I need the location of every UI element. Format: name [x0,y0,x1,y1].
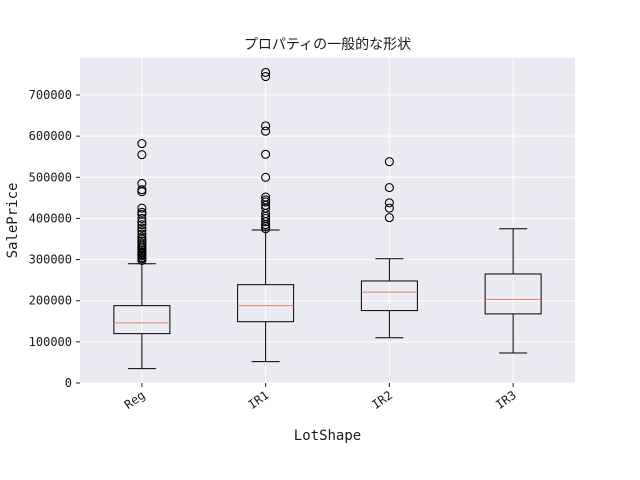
box-ir1 [237,67,295,363]
outlier-point [137,139,147,149]
outlier-point [384,213,394,223]
outlier-point [137,213,147,223]
outlier-point [137,207,147,217]
iqr-box [237,284,295,323]
outlier-point [261,121,271,131]
outlier-point [137,150,147,160]
x-tick-label: Reg [122,388,148,412]
y-tick-label: 300000 [29,253,72,267]
outlier-point [261,172,271,182]
boxes-layer [113,67,542,370]
outlier-point [261,149,271,159]
chart-title: プロパティの一般的な形状 [244,37,411,53]
y-axis-ticks: 0 100000 200000 300000 400000 500000 600000 700… [29,88,80,390]
outlier-point [261,67,271,77]
y-tick-label: 100000 [29,335,72,349]
outlier-point [261,126,271,136]
x-tick-label: IR1 [246,388,272,412]
outlier-point [384,183,394,193]
outlier-point [137,232,147,242]
y-tick-label: 200000 [29,294,72,308]
outlier-point [137,220,147,230]
outlier-point [137,226,147,236]
box-ir3 [484,228,542,354]
outlier-point [137,229,147,239]
plot-area [80,58,575,383]
y-tick-label: 700000 [29,88,72,102]
outlier-point [137,185,147,195]
x-axis-ticks: Reg IR1 IR2 IR3 [122,383,519,412]
y-axis-label: SalePrice [5,183,21,259]
box-reg [113,139,171,370]
outlier-point [384,157,394,167]
box-ir2 [360,157,418,339]
iqr-box [484,273,542,315]
outlier-point [137,178,147,189]
outlier-point [137,223,147,233]
outlier-point [137,203,147,213]
x-tick-label: IR2 [369,388,395,412]
outlier-point [137,217,147,227]
iqr-box [113,305,171,335]
y-tick-label: 600000 [29,129,72,143]
outlier-point [261,195,271,205]
y-tick-label: 0 [65,376,72,390]
x-tick-label: IR3 [493,388,519,412]
y-tick-label: 500000 [29,170,72,184]
outlier-point [261,192,271,202]
outlier-point [384,198,394,208]
x-axis-label: LotShape [294,428,361,444]
iqr-box [360,280,418,312]
outlier-point [261,71,271,82]
y-tick-label: 400000 [29,211,72,225]
outlier-point [384,203,394,213]
